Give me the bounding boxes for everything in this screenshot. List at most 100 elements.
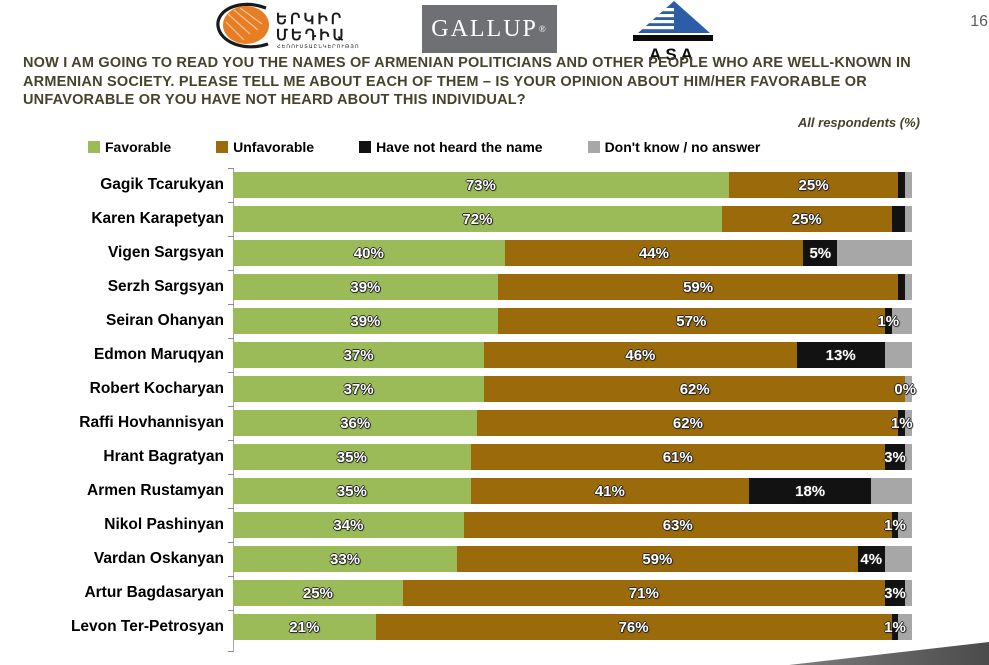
bar-segment-favorable: 37% (233, 376, 485, 402)
category-label: Karen Karapetyan (91, 210, 224, 227)
bar-segment-unfavorable: 25% (721, 206, 892, 232)
bar-row: Edmon Maruqyan 37% 46% 13% (23, 338, 912, 368)
bar-track: 72% 25% (233, 206, 912, 232)
bar-segment-unfavorable: 62% (477, 410, 899, 436)
bar-segment-not_heard (891, 206, 906, 232)
bar-segment-not_heard: 1% (877, 308, 899, 334)
bar-segment-unfavorable: 62% (484, 376, 906, 402)
bar-segment-favorable: 39% (233, 308, 498, 334)
category-label: Robert Kocharyan (89, 380, 224, 397)
bar-segment-not_heard (898, 172, 906, 198)
bar-value-label: 59% (642, 550, 673, 568)
bar-segment-favorable: 37% (233, 342, 485, 368)
legend-swatch-icon (587, 141, 600, 153)
bar-row: Seiran Ohanyan 39% 57% 1% (23, 304, 912, 334)
legend-item: Unfavorable (216, 139, 314, 155)
bar-row: Armen Rustamyan 35% 41% 18% (23, 474, 912, 504)
bar-segment-dont_know (905, 444, 912, 470)
bar-segment-unfavorable: 71% (402, 580, 885, 606)
bar-segment-favorable: 21% (233, 614, 376, 640)
bar-value-label: 73% (465, 176, 496, 194)
bar-row: Vardan Oskanyan 33% 59% 4% (23, 542, 912, 572)
bar-row: Nikol Pashinyan 34% 63% 1% (23, 508, 912, 538)
bar-segment-unfavorable: 59% (457, 546, 858, 572)
bar-value-label: 39% (350, 278, 381, 296)
bar-segment-dont_know (905, 410, 912, 436)
bar-segment-favorable: 35% (233, 478, 471, 504)
gallup-logo: GALLUP ® (422, 5, 557, 53)
bar-segment-unfavorable: 61% (470, 444, 885, 470)
chart-title: NOW I AM GOING TO READ YOU THE NAMES OF … (23, 55, 911, 108)
category-label: Nikol Pashinyan (104, 516, 224, 533)
bar-segment-dont_know (884, 546, 912, 572)
gallup-logo-text: GALLUP (431, 15, 538, 42)
bar-segment-dont_know (905, 376, 912, 402)
category-label: Hrant Bagratyan (103, 448, 224, 465)
category-label: Seiran Ohanyan (105, 312, 224, 329)
legend-label: Favorable (105, 139, 172, 155)
asa-pyramid-icon (633, 1, 713, 41)
bar-segment-favorable: 25% (233, 580, 403, 606)
bar-segment-not_heard (898, 274, 906, 300)
bar-segment-favorable: 35% (233, 444, 471, 470)
bar-row: Karen Karapetyan 72% 25% (23, 202, 912, 232)
bar-value-label: 13% (825, 346, 856, 364)
legend-swatch-icon (359, 141, 372, 153)
legend-item: Have not heard the name (359, 139, 543, 155)
bar-row: Vigen Sargsyan 40% 44% 5% (23, 236, 912, 266)
legend-label: Unfavorable (233, 139, 315, 155)
registered-mark: ® (538, 24, 548, 34)
bar-value-label: 33% (330, 550, 361, 568)
bar-value-label: 39% (350, 312, 381, 330)
bar-segment-dont_know (871, 478, 912, 504)
bar-value-label: 35% (336, 448, 367, 466)
bar-value-label: 44% (638, 244, 669, 262)
bar-segment-unfavorable: 41% (470, 478, 750, 504)
bar-segment-unfavorable: 59% (497, 274, 899, 300)
bar-segment-favorable: 33% (233, 546, 458, 572)
bar-segment-dont_know (905, 172, 912, 198)
bar-segment-not_heard: 3% (884, 580, 906, 606)
yerkir-logo-tagline: ՀԵՌՈՒՍՏԱԸՆԿԵՐՈՒԹՅՈՒՆ (277, 44, 360, 50)
legend-label: Don't know / no answer (604, 139, 761, 155)
bar-value-label: 1% (890, 414, 913, 432)
bar-value-label: 1% (877, 312, 900, 330)
bar-track: 73% 25% (233, 172, 912, 198)
bar-segment-favorable: 34% (233, 512, 464, 538)
category-label: Serzh Sargsyan (107, 278, 224, 295)
bar-value-label: 3% (884, 448, 906, 466)
bar-segment-unfavorable: 63% (463, 512, 892, 538)
bar-value-label: 46% (625, 346, 656, 364)
bar-segment-dont_know (891, 308, 912, 334)
bar-segment-not_heard: 3% (884, 444, 906, 470)
bar-value-label: 21% (289, 618, 320, 636)
bar-segment-not_heard: 1% (884, 512, 906, 538)
bar-value-label: 25% (302, 584, 333, 602)
bar-value-label: 76% (618, 618, 649, 636)
bar-row: Hrant Bagratyan 35% 61% 3% (23, 440, 912, 470)
bar-track: 35% 61% 3% (233, 444, 912, 470)
legend-swatch-icon (216, 141, 229, 153)
bar-track: 37% 46% 13% (233, 342, 912, 368)
bar-track: 25% 71% 3% (233, 580, 912, 606)
category-label: Vigen Sargsyan (107, 244, 224, 261)
chart-subtitle: All respondents (%) (797, 115, 920, 130)
legend-item: Favorable (88, 139, 171, 155)
bar-segment-unfavorable: 44% (504, 240, 804, 266)
bar-value-label: 4% (860, 550, 883, 568)
bar-value-label: 18% (795, 482, 826, 500)
bar-track: 35% 41% 18% (233, 478, 912, 504)
bar-value-label: 41% (594, 482, 625, 500)
yerkir-logo-line2: ՄԵԴԻԱ (276, 27, 347, 44)
bar-row: Robert Kocharyan 37% 62% 0% (23, 372, 916, 402)
category-label: Armen Rustamyan (87, 482, 224, 499)
bar-segment-dont_know (898, 512, 912, 538)
bar-value-label: 35% (336, 482, 367, 500)
bar-value-label: 62% (672, 414, 703, 432)
bar-segment-dont_know (898, 614, 912, 640)
bar-segment-dont_know (905, 206, 912, 232)
bar-value-label: 1% (884, 516, 906, 534)
bar-track: 33% 59% 4% (233, 546, 912, 572)
bar-row: Serzh Sargsyan 39% 59% (23, 270, 912, 300)
